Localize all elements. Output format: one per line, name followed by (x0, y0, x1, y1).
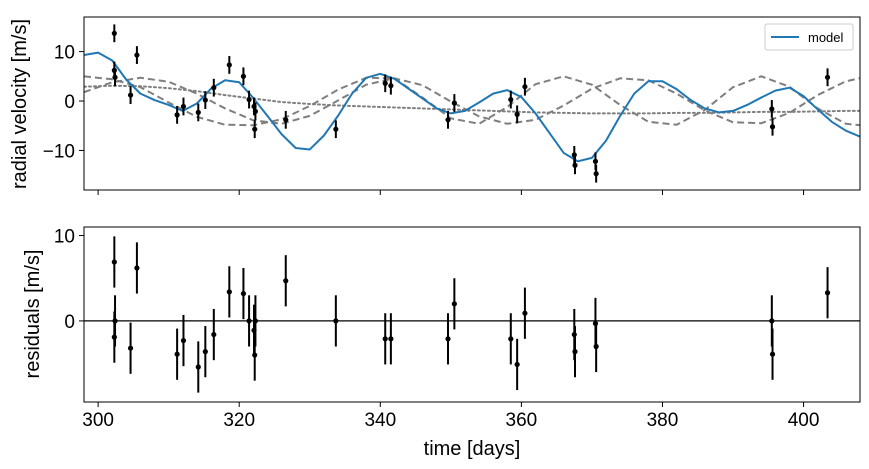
x-tick-label: 300 (82, 410, 114, 431)
residuals-y-ticks: 0 10 (54, 227, 84, 333)
data-point (246, 318, 252, 324)
data-point (134, 52, 140, 58)
residuals-frame (83, 226, 861, 403)
data-point (522, 310, 528, 316)
data-point (252, 352, 258, 358)
rv-series-group (84, 24, 860, 183)
data-point (769, 124, 776, 130)
residuals-series-group (84, 236, 860, 393)
data-point (240, 290, 247, 297)
data-point (226, 289, 232, 295)
data-point (451, 301, 457, 307)
data-point (283, 117, 289, 123)
legend: model (764, 23, 854, 51)
residuals-plot-area (84, 227, 860, 402)
data-point (211, 85, 217, 91)
y-tick-label: 10 (54, 227, 75, 248)
rv-y-axis-label: radial velocity [m/s] (9, 19, 31, 189)
data-point (382, 80, 388, 86)
data-point (180, 103, 187, 110)
data-point (445, 117, 451, 123)
x-tick-label: 360 (506, 410, 538, 431)
data-point (824, 74, 831, 80)
residuals-y-axis-label: residuals [m/s] (22, 250, 44, 379)
data-point (174, 351, 180, 357)
data-point (174, 112, 180, 118)
data-point (769, 106, 775, 112)
legend-box (764, 23, 854, 51)
x-tick-label: 380 (647, 410, 679, 431)
x-axis-label: time [days] (424, 438, 521, 460)
data-point (593, 171, 599, 177)
data-point (571, 152, 577, 158)
data-point (769, 318, 775, 324)
rv-frame (83, 16, 861, 191)
data-point (240, 73, 247, 79)
data-point (112, 74, 118, 80)
data-point (202, 349, 208, 355)
data-point (195, 364, 201, 370)
y-tick-label: 0 (64, 92, 75, 113)
data-point (388, 83, 394, 89)
residuals-x-ticks: 300 320 340 360 380 400 (82, 402, 819, 431)
component-dotted-line (84, 84, 860, 115)
data-point (112, 318, 118, 324)
data-point (283, 278, 289, 284)
data-point (572, 162, 578, 168)
data-point (226, 62, 232, 68)
data-point (252, 126, 258, 132)
data-point (252, 318, 259, 324)
data-point (134, 265, 140, 271)
data-point (508, 336, 514, 342)
data-point (246, 96, 252, 103)
data-point (382, 336, 388, 342)
x-tick-label: 340 (364, 410, 396, 431)
data-point (211, 331, 217, 338)
component-dashed-line (84, 75, 860, 127)
residuals-data-points (111, 236, 831, 393)
data-point (333, 318, 339, 324)
data-point (195, 109, 201, 115)
y-tick-label: −10 (43, 141, 75, 162)
legend-model-label: model (808, 30, 844, 45)
data-point (180, 337, 187, 344)
data-point (824, 290, 831, 296)
y-tick-label: 0 (64, 312, 75, 333)
residuals-panel: 300 320 340 360 380 400 0 10 residuals [m/s] t… (22, 226, 861, 460)
data-point (127, 345, 134, 351)
data-point (445, 336, 451, 342)
rv-panel: −10 0 10 radial velocity [m/s] model (9, 16, 861, 195)
data-point (127, 92, 134, 98)
data-point (111, 30, 117, 36)
data-point (451, 100, 457, 106)
data-point (388, 336, 394, 342)
data-point (508, 96, 514, 103)
component-dashed-line (84, 76, 860, 125)
data-point (202, 97, 208, 103)
data-point (514, 361, 520, 368)
data-point (592, 158, 599, 164)
data-point (514, 111, 520, 117)
data-point (333, 126, 339, 132)
data-point (769, 351, 776, 357)
x-tick-label: 400 (788, 410, 820, 431)
y-tick-label: 10 (54, 43, 75, 64)
rv-y-ticks: −10 0 10 (43, 43, 84, 162)
rv-data-points (111, 24, 831, 183)
data-point (572, 349, 578, 355)
data-point (522, 84, 528, 90)
rv-x-ticks (97, 190, 805, 195)
data-point (593, 343, 599, 350)
data-point (252, 108, 259, 115)
x-tick-label: 320 (223, 410, 255, 431)
data-point (111, 259, 117, 265)
rv-plot-area (84, 17, 860, 190)
